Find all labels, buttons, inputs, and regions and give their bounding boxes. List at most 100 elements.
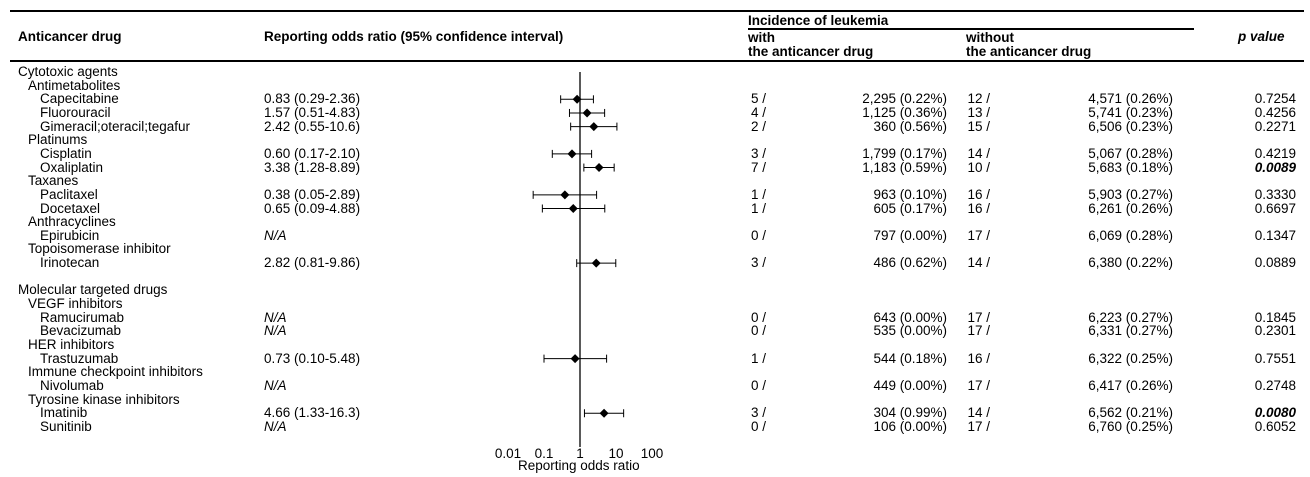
ror-ci: N/A (264, 227, 287, 243)
x-tick-label: 0.1 (535, 446, 554, 461)
with-count: 3 / (750, 255, 766, 271)
p-value: 0.7254 (1254, 91, 1296, 107)
with-count: 5 / (750, 91, 766, 107)
incidence-underline (748, 28, 1194, 30)
ror-ci: 3.38 (1.28-8.89) (264, 159, 361, 175)
without-total: 6,562 (0.21%) (1088, 405, 1173, 421)
subgroup-label: Taxanes (28, 173, 79, 189)
without-count: 12 / (967, 91, 990, 107)
drug-name: Ramucirumab (40, 309, 125, 325)
header-drug: Anticancer drug (18, 29, 122, 44)
p-value: 0.1845 (1254, 309, 1296, 325)
with-total: 106 (0.00%) (873, 418, 947, 434)
p-value: 0.6697 (1254, 200, 1296, 216)
p-value: 0.2301 (1254, 323, 1296, 339)
p-value: 0.0889 (1254, 255, 1296, 271)
without-count: 14 / (967, 405, 990, 421)
header-with-l2: the anticancer drug (748, 44, 874, 59)
ror-ci: 0.38 (0.05-2.89) (264, 186, 361, 202)
ror-ci: 0.60 (0.17-2.10) (264, 145, 361, 161)
table-top-rule (10, 10, 1304, 12)
drug-name: Cisplatin (40, 145, 92, 161)
ror-ci: 0.73 (0.10-5.48) (264, 350, 361, 366)
with-total: 963 (0.10%) (873, 186, 947, 202)
without-total: 6,261 (0.26%) (1088, 200, 1173, 216)
with-total: 486 (0.62%) (873, 255, 947, 271)
header-p-value: p value (1238, 29, 1285, 44)
without-count: 17 / (967, 227, 990, 243)
drug-name: Sunitinib (40, 418, 92, 434)
without-total: 5,067 (0.28%) (1088, 145, 1173, 161)
without-total: 6,069 (0.28%) (1088, 227, 1173, 243)
x-tick-label: 10 (608, 446, 623, 461)
without-count: 17 / (967, 309, 990, 325)
ror-ci: 2.82 (0.81-9.86) (264, 255, 361, 271)
without-total: 4,571 (0.26%) (1088, 91, 1173, 107)
point-estimate (567, 149, 577, 159)
with-count: 3 / (750, 145, 766, 161)
point-estimate (568, 204, 578, 213)
drug-name: Trastuzumab (40, 350, 119, 366)
with-count: 7 / (750, 159, 766, 175)
point-estimate (582, 108, 592, 118)
point-estimate (570, 354, 580, 364)
with-count: 1 / (750, 350, 766, 366)
with-total: 643 (0.00%) (873, 309, 947, 325)
with-count: 4 / (750, 104, 766, 120)
drug-name: Paclitaxel (40, 186, 98, 202)
without-count: 14 / (967, 255, 990, 271)
with-count: 0 / (750, 418, 766, 434)
header-bottom-rule (10, 60, 1304, 62)
p-value: 0.7551 (1254, 350, 1296, 366)
p-value: 0.4256 (1254, 104, 1296, 120)
drug-name: Docetaxel (40, 200, 101, 216)
drug-name: Irinotecan (40, 255, 100, 271)
with-count: 0 / (750, 377, 766, 393)
subgroup-label: Antimetabolites (28, 77, 121, 93)
with-count: 1 / (750, 186, 766, 202)
with-total: 360 (0.56%) (873, 118, 947, 134)
drug-name: Oxaliplatin (40, 159, 104, 175)
header-ror: Reporting odds ratio (95% confidence int… (264, 29, 564, 44)
ror-ci: N/A (264, 418, 287, 434)
without-total: 6,380 (0.22%) (1088, 255, 1173, 271)
with-count: 1 / (750, 200, 766, 216)
without-count: 17 / (967, 377, 990, 393)
drug-name: Gimeracil;oteracil;tegafur (40, 118, 191, 134)
p-value: 0.2271 (1254, 118, 1296, 134)
with-count: 0 / (750, 309, 766, 325)
with-total: 605 (0.17%) (873, 200, 947, 216)
p-value: 0.1347 (1254, 227, 1296, 243)
with-count: 0 / (750, 323, 766, 339)
point-estimate (594, 163, 604, 173)
drug-name: Bevacizumab (40, 323, 122, 339)
without-count: 14 / (967, 145, 990, 161)
with-total: 1,125 (0.36%) (862, 104, 947, 120)
without-count: 17 / (967, 323, 990, 339)
point-estimate (591, 258, 601, 268)
without-count: 16 / (967, 350, 990, 366)
with-total: 1,799 (0.17%) (862, 145, 947, 161)
p-value: 0.0089 (1254, 159, 1296, 175)
without-count: 13 / (967, 104, 990, 120)
with-count: 2 / (750, 118, 766, 134)
with-count: 0 / (750, 227, 766, 243)
x-tick-label: 1 (576, 446, 584, 461)
header-without-l2: the anticancer drug (966, 44, 1092, 59)
without-count: 15 / (967, 118, 990, 134)
with-total: 449 (0.00%) (873, 377, 947, 393)
header-incidence: Incidence of leukemia (748, 13, 889, 28)
ror-ci: 0.65 (0.09-4.88) (264, 200, 361, 216)
with-total: 544 (0.18%) (873, 350, 947, 366)
group-label: Cytotoxic agents (18, 64, 118, 79)
without-count: 10 / (967, 159, 990, 175)
with-total: 2,295 (0.22%) (862, 91, 947, 107)
with-count: 3 / (750, 405, 766, 421)
with-total: 797 (0.00%) (873, 227, 947, 243)
point-estimate (560, 190, 570, 200)
subgroup-label: Topoisomerase inhibitor (28, 241, 171, 257)
drug-name: Imatinib (40, 405, 88, 421)
with-total: 304 (0.99%) (873, 405, 947, 421)
with-total: 535 (0.00%) (873, 323, 947, 339)
p-value: 0.2748 (1254, 377, 1296, 393)
